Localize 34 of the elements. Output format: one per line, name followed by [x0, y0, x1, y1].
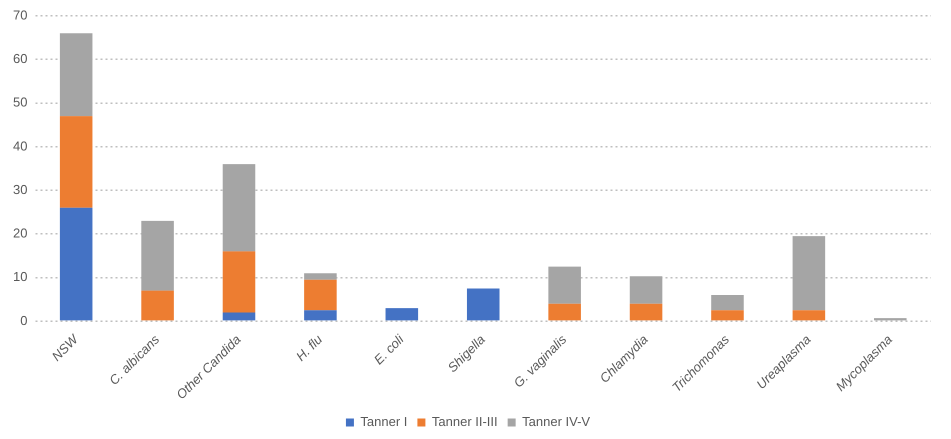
y-tick-label: 40	[12, 138, 28, 154]
bar	[60, 208, 92, 320]
y-tick-label: 50	[12, 94, 28, 110]
y-tick-label: 60	[12, 51, 28, 66]
bar	[711, 295, 744, 310]
bar	[60, 33, 92, 116]
bar	[222, 164, 256, 252]
bar	[386, 308, 418, 320]
bar	[304, 310, 337, 320]
bar	[792, 310, 826, 320]
x-tick-label: H. flu	[293, 332, 326, 364]
bar	[792, 236, 826, 310]
bar	[630, 276, 662, 304]
bar	[711, 310, 744, 320]
bar	[304, 280, 337, 310]
y-tick-label: 30	[12, 182, 28, 197]
bar	[548, 266, 581, 304]
bar	[630, 304, 662, 320]
y-tick-label: 0	[20, 312, 28, 328]
y-tick-label: 70	[12, 7, 28, 22]
bar	[141, 220, 174, 291]
legend-label: Tanner II-III	[432, 414, 498, 430]
y-tick-label: 20	[12, 226, 28, 241]
bar	[466, 288, 500, 320]
legend-label: Tanner I	[360, 414, 408, 430]
y-tick-label: 10	[12, 269, 28, 284]
bar	[141, 290, 174, 320]
bar	[60, 116, 92, 208]
bar	[304, 273, 337, 280]
bar	[548, 304, 581, 320]
x-tick-label: E. coli	[370, 330, 408, 368]
bar	[222, 251, 256, 312]
bar	[222, 312, 256, 320]
legend-label: Tanner IV-V	[522, 414, 590, 430]
